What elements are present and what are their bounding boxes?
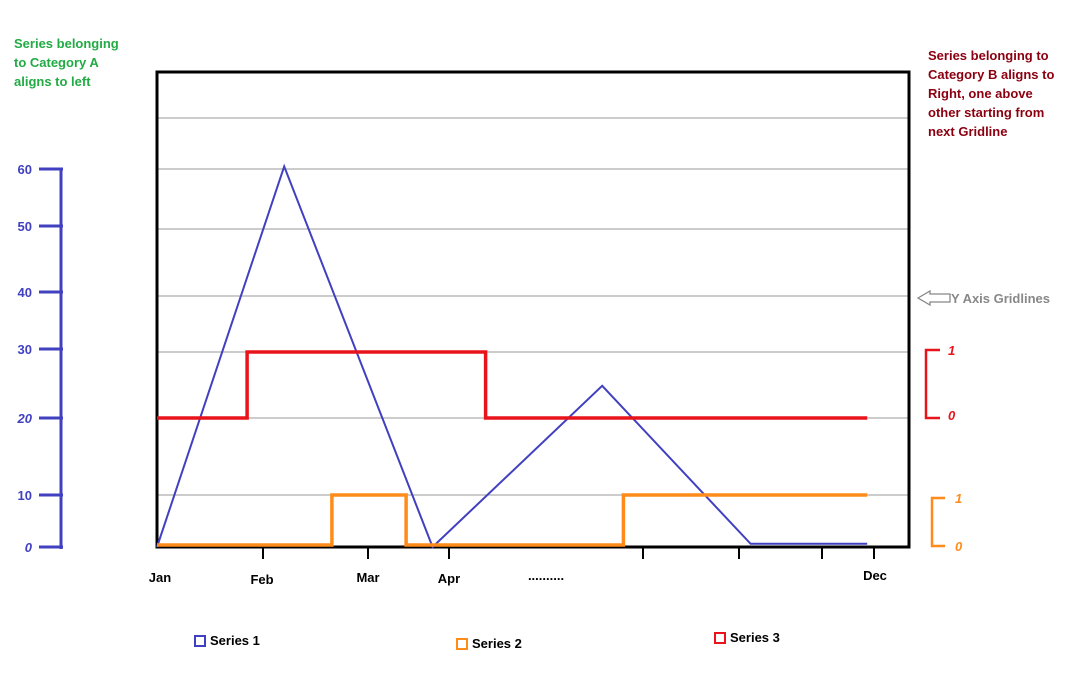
right-axis-series2-label: 1 <box>955 491 962 506</box>
legend-series-3: Series 3 <box>714 630 780 645</box>
right-axis-series2-bracket <box>930 496 945 548</box>
right-axis-series3-label: 1 <box>948 343 955 358</box>
category-a-note: Series belonging to Category A aligns to… <box>14 36 119 89</box>
left-axis-label: 40 <box>18 285 32 300</box>
right-axis-series3-label: 0 <box>948 408 956 423</box>
legend-series-3-swatch <box>714 631 726 644</box>
legend-series-1-swatch <box>194 634 206 647</box>
category-b-note: Series belonging to Category B aligns to… <box>928 48 1055 139</box>
series-2-line <box>157 493 868 547</box>
series-1-line <box>156 163 868 549</box>
legend-series-2-label: Series 2 <box>472 636 522 651</box>
left-axis-label: 50 <box>18 219 32 234</box>
legend-series-1-label: Series 1 <box>210 633 260 648</box>
plot-frame <box>155 70 911 549</box>
legend-series-1: Series 1 <box>194 633 260 648</box>
x-tick-label: Apr <box>438 571 460 586</box>
x-tick-label: Feb <box>250 572 273 587</box>
right-axis-series3-bracket <box>924 348 940 420</box>
legend-series-2: Series 2 <box>456 636 522 651</box>
x-tick-label: .......... <box>528 568 564 583</box>
x-tick-label: Mar <box>356 570 379 585</box>
legend-series-3-label: Series 3 <box>730 630 780 645</box>
right-axis-series2-label: 0 <box>955 539 963 554</box>
x-tick-label: Dec <box>863 568 887 583</box>
left-axis-label: 0 <box>25 540 33 555</box>
series-3-line <box>157 350 868 420</box>
x-tick-label: Jan <box>149 570 171 585</box>
left-axis-label: 10 <box>18 488 32 503</box>
gridline-arrow-icon <box>916 289 951 307</box>
left-axis-label: 30 <box>18 342 32 357</box>
legend-series-2-swatch <box>456 637 468 650</box>
left-axis-label: 60 <box>18 162 32 177</box>
gridline-callout-label: Y Axis Gridlines <box>951 291 1050 306</box>
left-axis-label: 20 <box>17 411 33 426</box>
